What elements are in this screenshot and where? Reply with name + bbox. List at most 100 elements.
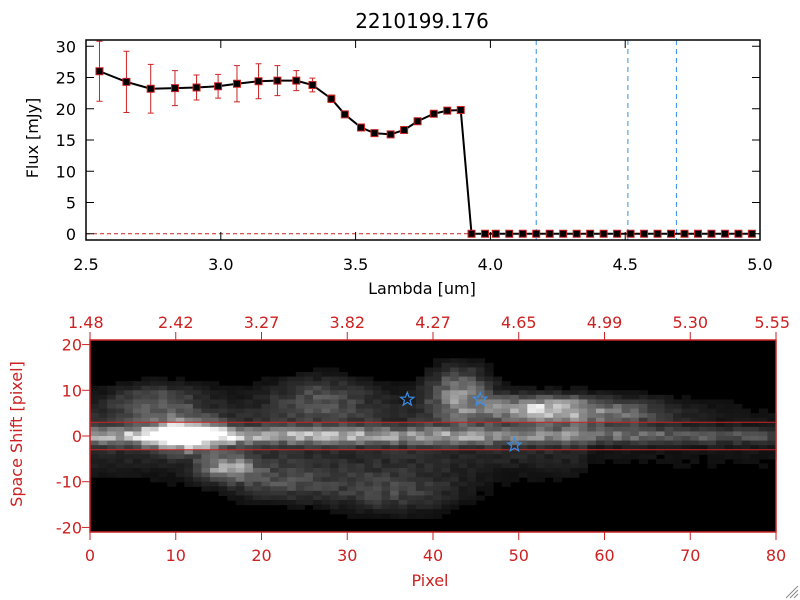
data-point-40 bbox=[720, 229, 729, 238]
data-point-34 bbox=[640, 229, 649, 238]
data-point-27 bbox=[545, 229, 554, 238]
data-point-17 bbox=[413, 117, 422, 126]
data-point-20 bbox=[456, 106, 465, 114]
y-tick-label-6: 30 bbox=[56, 37, 76, 56]
pixel-axis-ticks: 0 10 20 30 40 50 60 70 80 bbox=[85, 532, 786, 565]
pixel-tick-label-7: 70 bbox=[680, 546, 700, 565]
y-tick-label-4: 20 bbox=[56, 100, 76, 119]
data-point-7 bbox=[254, 77, 263, 86]
x-tick-label-4: 4.5 bbox=[612, 255, 637, 274]
spectrum-panel: 2210199.176 2.5 3.0 3.5 4.0 4.5 5.0 051015202… bbox=[23, 9, 773, 298]
data-point-30 bbox=[586, 229, 595, 238]
data-point-13 bbox=[356, 123, 365, 132]
spectrum-image-panel: 0 10 20 30 40 50 60 70 80 -20 -10 0 10 20 1.48 2.42 3.… bbox=[7, 313, 790, 590]
data-point-6 bbox=[232, 79, 241, 88]
data-point-19 bbox=[443, 106, 452, 115]
data-point-18 bbox=[429, 109, 438, 118]
pixel-tick-label-0: 0 bbox=[85, 546, 95, 565]
data-point-15 bbox=[386, 130, 395, 139]
star-markers bbox=[398, 390, 523, 453]
pixel-tick-label-8: 80 bbox=[766, 546, 786, 565]
x-tick-label-1: 3.0 bbox=[208, 255, 233, 274]
data-point-3 bbox=[170, 84, 179, 93]
data-point-25 bbox=[518, 229, 527, 238]
data-point-24 bbox=[505, 229, 514, 238]
data-point-32 bbox=[613, 229, 622, 238]
resize-grip-icon[interactable] bbox=[785, 585, 799, 599]
y-tick-label-3: 15 bbox=[56, 131, 76, 150]
pixel-axis-label: Pixel bbox=[411, 571, 448, 590]
data-point-12 bbox=[340, 110, 349, 119]
pixel-tick-label-4: 40 bbox=[423, 546, 443, 565]
spectral-trace-image bbox=[90, 358, 777, 519]
pixel-tick-label-5: 50 bbox=[509, 546, 529, 565]
y-tick-label-5: 25 bbox=[56, 69, 76, 88]
chart-title: 2210199.176 bbox=[355, 9, 489, 33]
wavelength-tick-label-2: 3.27 bbox=[244, 313, 280, 332]
pixel-tick-label-1: 10 bbox=[166, 546, 186, 565]
data-point-39 bbox=[707, 229, 716, 238]
data-point-8 bbox=[273, 76, 282, 85]
wavelength-tick-label-5: 4.65 bbox=[501, 313, 537, 332]
data-point-38 bbox=[693, 229, 702, 238]
y-tick-label-0: 0 bbox=[66, 225, 76, 244]
wavelength-tick-label-8: 5.55 bbox=[754, 313, 790, 332]
data-point-37 bbox=[680, 229, 689, 238]
x-axis-label: Lambda [um] bbox=[368, 279, 476, 298]
data-point-14 bbox=[370, 129, 379, 138]
data-point-0 bbox=[95, 67, 104, 76]
data-point-9 bbox=[292, 76, 301, 85]
space-shift-tick-label-2: 0 bbox=[72, 427, 82, 446]
data-point-4 bbox=[192, 83, 201, 92]
pixel-tick-label-3: 30 bbox=[337, 546, 357, 565]
wavelength-tick-label-7: 5.30 bbox=[672, 313, 708, 332]
x-tick-label-0: 2.5 bbox=[73, 255, 98, 274]
flux-series-points bbox=[95, 67, 756, 238]
space-shift-tick-label-0: -20 bbox=[56, 518, 82, 537]
data-point-26 bbox=[532, 229, 541, 238]
data-point-31 bbox=[599, 229, 608, 238]
y-tick-label-1: 5 bbox=[66, 194, 76, 213]
x-axis-ticks: 2.5 3.0 3.5 4.0 4.5 5.0 bbox=[73, 40, 773, 274]
space-shift-tick-label-1: -10 bbox=[56, 473, 82, 492]
data-point-5 bbox=[214, 82, 223, 91]
data-point-35 bbox=[653, 229, 662, 238]
data-point-16 bbox=[400, 126, 409, 134]
space-shift-tick-label-3: 10 bbox=[62, 381, 82, 400]
x-tick-label-2: 3.5 bbox=[343, 255, 368, 274]
data-point-41 bbox=[734, 229, 743, 238]
data-point-23 bbox=[491, 229, 500, 238]
plot-frame bbox=[85, 39, 761, 241]
data-point-21 bbox=[467, 229, 476, 238]
space-shift-axis-ticks: -20 -10 0 10 20 bbox=[56, 336, 90, 537]
data-point-2 bbox=[146, 84, 155, 93]
wavelength-tick-label-3: 3.82 bbox=[329, 313, 365, 332]
data-point-22 bbox=[481, 229, 490, 238]
star-marker-icon-2 bbox=[506, 436, 523, 453]
star-marker-icon-0 bbox=[398, 390, 416, 407]
y-tick-label-2: 10 bbox=[56, 162, 76, 181]
data-point-33 bbox=[626, 229, 635, 238]
data-point-29 bbox=[572, 229, 581, 238]
data-point-1 bbox=[122, 77, 131, 86]
space-shift-tick-label-4: 20 bbox=[62, 336, 82, 355]
flux-series-line bbox=[99, 70, 752, 235]
wavelength-tick-label-4: 4.27 bbox=[415, 313, 451, 332]
wavelength-tick-label-0: 1.48 bbox=[68, 313, 104, 332]
data-point-10 bbox=[308, 81, 317, 89]
pixel-tick-label-6: 60 bbox=[594, 546, 614, 565]
wavelength-tick-label-1: 2.42 bbox=[158, 313, 194, 332]
reference-lines bbox=[535, 40, 677, 240]
wavelength-tick-label-6: 4.99 bbox=[587, 313, 623, 332]
wavelength-axis-ticks: 1.48 2.42 3.27 3.82 4.27 4.65 4.99 5.30 5.55 bbox=[68, 313, 790, 340]
data-point-11 bbox=[327, 94, 336, 103]
data-point-36 bbox=[667, 229, 676, 238]
extraction-lines bbox=[90, 421, 776, 451]
y-axis-ticks: 0 5 10 15 20 25 30 bbox=[56, 37, 760, 244]
data-point-28 bbox=[559, 229, 568, 238]
x-tick-label-3: 4.0 bbox=[478, 255, 503, 274]
space-shift-axis-label: Space Shift [pixel] bbox=[7, 361, 26, 507]
x-tick-label-5: 5.0 bbox=[747, 255, 772, 274]
y-axis-label: Flux [mJy] bbox=[23, 98, 42, 179]
